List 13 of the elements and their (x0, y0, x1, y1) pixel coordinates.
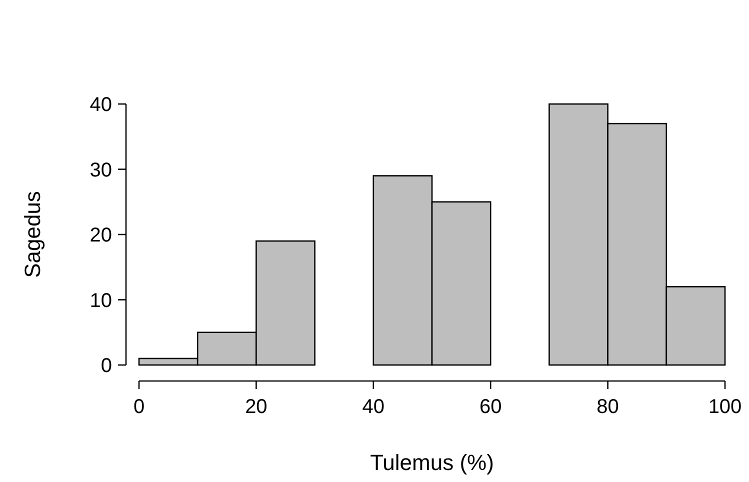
x-tick-label: 100 (708, 396, 742, 418)
x-tick-label: 60 (479, 396, 502, 418)
y-tick-label: 30 (90, 159, 112, 182)
x-tick-label: 80 (596, 396, 619, 418)
x-axis-title: Tulemus (%) (370, 450, 494, 475)
x-tick-label: 40 (362, 396, 385, 418)
y-tick-label: 0 (100, 355, 112, 377)
x-tick-label: 0 (133, 396, 145, 418)
y-tick-label: 10 (90, 290, 112, 312)
y-axis-title: Sagedus (20, 191, 45, 278)
y-tick-label: 40 (90, 94, 112, 116)
x-tick-label: 20 (245, 396, 268, 418)
y-tick-label: 20 (90, 224, 112, 246)
